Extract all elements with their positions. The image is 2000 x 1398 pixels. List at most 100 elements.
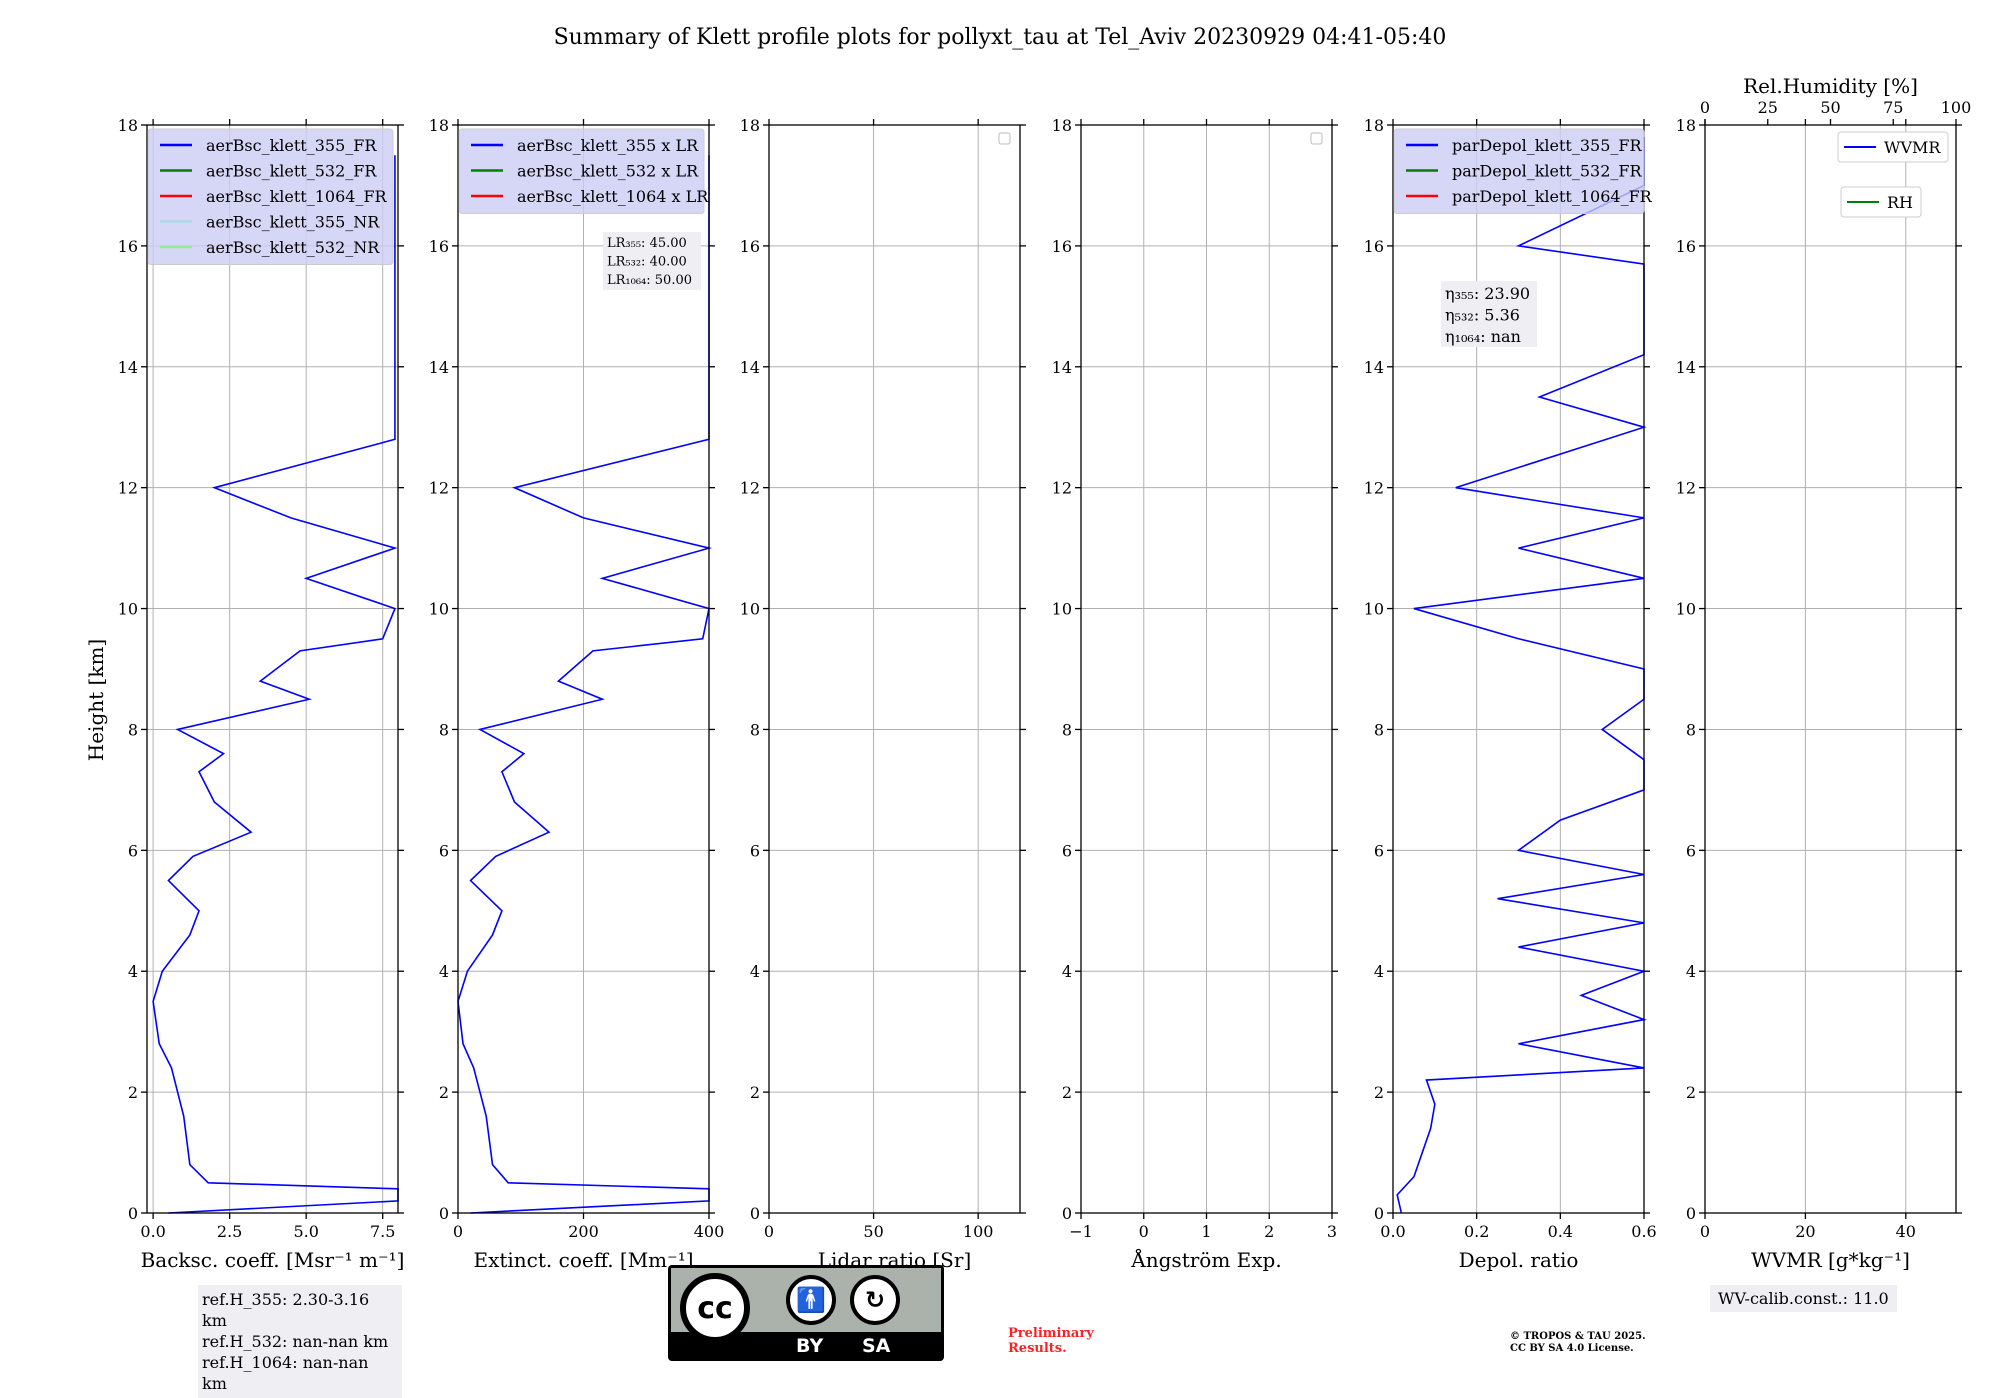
y-tick-label: 16 bbox=[740, 237, 760, 256]
x-tick-label: 7.5 bbox=[370, 1222, 395, 1241]
wv-calibration-box: WV-calib.const.: 11.0 bbox=[1710, 1285, 1897, 1312]
copyright-note: © TROPOS & TAU 2025. CC BY SA 4.0 Licens… bbox=[1510, 1331, 1646, 1355]
lidar-ratio-annotation: LR₁₀₆₄: 50.00 bbox=[607, 273, 692, 288]
x-axis-label: Extinct. coeff. [Mm⁻¹] bbox=[473, 1248, 693, 1272]
y-tick-label: 4 bbox=[1062, 962, 1072, 981]
preliminary-line-1: Preliminary bbox=[1008, 1326, 1094, 1341]
y-tick-label: 18 bbox=[1676, 116, 1696, 135]
y-tick-label: 8 bbox=[750, 720, 760, 739]
y-tick-label: 2 bbox=[750, 1083, 760, 1102]
series-line-aerBsc_klett_355 x LR bbox=[457, 155, 713, 1214]
legend-entry: RH bbox=[1887, 193, 1913, 212]
x-tick-label: 40 bbox=[1896, 1222, 1916, 1241]
ref-height-355: ref.H_355: 2.30-3.16 km bbox=[202, 1290, 370, 1330]
rh-tick-label: 25 bbox=[1758, 98, 1778, 117]
x-tick-label: 0.0 bbox=[1380, 1222, 1405, 1241]
copyright-line-1: © TROPOS & TAU 2025. bbox=[1510, 1331, 1646, 1342]
x-tick-label: 2.5 bbox=[217, 1222, 242, 1241]
x-axis-label: WVMR [g*kg⁻¹] bbox=[1751, 1248, 1910, 1272]
y-axis-label: Height [km] bbox=[84, 639, 108, 761]
y-tick-label: 8 bbox=[1686, 720, 1696, 739]
copyright-line-2: CC BY SA 4.0 License. bbox=[1510, 1343, 1634, 1354]
y-tick-label: 14 bbox=[429, 358, 449, 377]
reference-heights-box: ref.H_355: 2.30-3.16 km ref.H_532: nan-n… bbox=[198, 1285, 402, 1398]
eta-annotation: η₅₃₂: 5.36 bbox=[1445, 306, 1520, 325]
y-tick-label: 0 bbox=[1062, 1204, 1072, 1223]
rh-tick-label: 100 bbox=[1941, 98, 1972, 117]
y-tick-label: 6 bbox=[1374, 841, 1384, 860]
x-tick-label: 400 bbox=[694, 1222, 725, 1241]
x-tick-label: 0.6 bbox=[1631, 1222, 1656, 1241]
x-tick-label: 2 bbox=[1264, 1222, 1274, 1241]
lidar-ratio-annotation: LR₃₅₅: 45.00 bbox=[607, 236, 687, 251]
series-line-aerBsc_klett_355_FR bbox=[152, 155, 399, 1214]
x-tick-label: 200 bbox=[568, 1222, 599, 1241]
eta-annotation: η₁₀₆₄: nan bbox=[1445, 327, 1521, 346]
x-tick-label: 5.0 bbox=[293, 1222, 318, 1241]
y-tick-label: 12 bbox=[740, 479, 760, 498]
y-tick-label: 14 bbox=[740, 358, 760, 377]
legend-entry: aerBsc_klett_532 x LR bbox=[517, 162, 699, 181]
x-tick-label: 3 bbox=[1327, 1222, 1337, 1241]
y-tick-label: 10 bbox=[429, 600, 449, 619]
y-tick-label: 8 bbox=[439, 720, 449, 739]
x-tick-label: 0 bbox=[1139, 1222, 1149, 1241]
y-tick-label: 16 bbox=[1364, 237, 1384, 256]
preliminary-line-2: Results. bbox=[1008, 1341, 1067, 1356]
y-tick-label: 18 bbox=[1052, 116, 1072, 135]
figure-title: Summary of Klett profile plots for polly… bbox=[554, 25, 1447, 50]
y-tick-label: 6 bbox=[128, 841, 138, 860]
figure-canvas: Summary of Klett profile plots for polly… bbox=[84, 25, 1972, 1272]
legend-entry: aerBsc_klett_355_FR bbox=[206, 136, 377, 155]
y-tick-label: 0 bbox=[128, 1204, 138, 1223]
legend-entry: aerBsc_klett_1064 x LR bbox=[517, 187, 709, 206]
y-tick-label: 12 bbox=[429, 479, 449, 498]
y-tick-label: 6 bbox=[750, 841, 760, 860]
y-tick-label: 2 bbox=[1374, 1083, 1384, 1102]
cc-by-sa-badge: cc 🚹 ↻ BY SA bbox=[668, 1265, 944, 1361]
y-tick-label: 0 bbox=[1374, 1204, 1384, 1223]
y-tick-label: 0 bbox=[750, 1204, 760, 1223]
badge-by-label: BY bbox=[796, 1335, 824, 1357]
y-tick-label: 16 bbox=[1052, 237, 1072, 256]
y-tick-label: 0 bbox=[1686, 1204, 1696, 1223]
y-tick-label: 10 bbox=[1052, 600, 1072, 619]
ref-height-1064: ref.H_1064: nan-nan km bbox=[202, 1353, 369, 1393]
y-tick-label: 10 bbox=[740, 600, 760, 619]
y-tick-label: 12 bbox=[118, 479, 138, 498]
y-tick-label: 18 bbox=[429, 116, 449, 135]
legend-box bbox=[458, 128, 705, 214]
x-tick-label: 1 bbox=[1201, 1222, 1211, 1241]
y-tick-label: 14 bbox=[1676, 358, 1696, 377]
legend-entry: aerBsc_klett_355_NR bbox=[206, 213, 380, 232]
legend-entry: aerBsc_klett_532_NR bbox=[206, 238, 380, 257]
y-tick-label: 2 bbox=[439, 1083, 449, 1102]
axes-frame bbox=[146, 124, 399, 1214]
x-tick-label: −1 bbox=[1069, 1222, 1093, 1241]
y-tick-label: 4 bbox=[1686, 962, 1696, 981]
legend-entry: parDepol_klett_532_FR bbox=[1452, 162, 1643, 181]
y-tick-label: 14 bbox=[118, 358, 138, 377]
axes-frame bbox=[1704, 124, 1957, 1214]
y-tick-label: 18 bbox=[740, 116, 760, 135]
y-tick-label: 10 bbox=[1676, 600, 1696, 619]
y-tick-label: 6 bbox=[1686, 841, 1696, 860]
y-tick-label: 18 bbox=[1364, 116, 1384, 135]
panel-backscatter: 0 2 4 6 8 10 12 14 16 18 0.0 2.5 5.0 7.5 Backsc. coeff… bbox=[118, 116, 405, 1272]
cc-logo-icon: cc bbox=[680, 1273, 750, 1343]
panel-depol: 0 2 4 6 8 10 12 14 16 18 0.0 0.2 0.4 0.6 Depol. ratio p… bbox=[1364, 116, 1657, 1272]
empty-legend-box bbox=[1310, 132, 1323, 145]
legend-box bbox=[1840, 186, 1922, 218]
y-tick-label: 12 bbox=[1364, 479, 1384, 498]
y-tick-label: 8 bbox=[128, 720, 138, 739]
y-tick-label: 4 bbox=[750, 962, 760, 981]
y-tick-label: 2 bbox=[128, 1083, 138, 1102]
y-tick-label: 14 bbox=[1052, 358, 1072, 377]
x-tick-label: 0.0 bbox=[140, 1222, 165, 1241]
empty-legend-box bbox=[998, 132, 1011, 145]
legend-entry: parDepol_klett_1064_FR bbox=[1452, 187, 1653, 206]
y-tick-label: 8 bbox=[1374, 720, 1384, 739]
